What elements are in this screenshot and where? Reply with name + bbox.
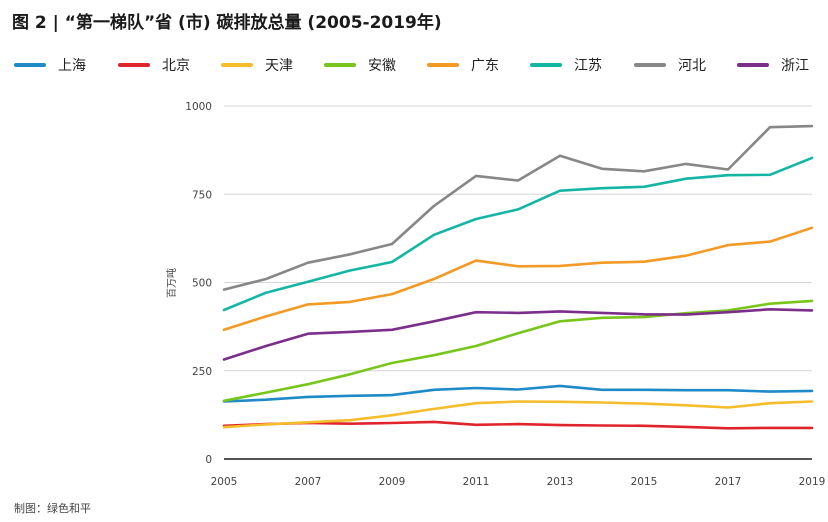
legend-item-beijing: 北京 [118,54,190,76]
x-tick-label: 2011 [463,476,490,488]
series-line [222,156,814,312]
y-tick-label: 500 [192,278,212,290]
chart-title: 图 2 | “第一梯队”省 (市) 碳排放总量 (2005-2019年) [12,13,442,33]
legend-label: 江苏 [574,58,602,74]
legend-item-tianjin: 天津 [221,54,293,76]
y-tick-label: 1000 [185,101,212,113]
legend-label: 北京 [162,58,190,74]
legend-item-anhui: 安徽 [324,54,396,76]
footer-credit: 制图：绿色和平 [14,502,91,515]
series-line [222,299,814,403]
legend-label: 浙江 [781,58,809,74]
y-axis-label: 百万吨 [165,268,178,298]
x-tick-label: 2013 [547,476,574,488]
y-tick-label: 0 [205,454,212,466]
legend-swatch [324,63,356,67]
x-tick-label: 2009 [379,476,406,488]
series-line [222,124,814,291]
legend-item-zhejiang: 浙江 [737,54,809,76]
x-tick-label: 2019 [799,476,826,488]
x-tick-label: 2007 [295,476,322,488]
legend-item-shanghai: 上海 [14,54,86,76]
x-tick-label: 2005 [211,476,238,488]
x-tick-label: 2017 [715,476,742,488]
legend-label: 河北 [678,58,706,74]
legend-swatch [737,63,769,67]
legend-swatch [634,63,666,67]
legend-swatch [221,63,253,67]
series-line [222,400,814,429]
legend-swatch [427,63,459,67]
series-line [222,384,814,403]
legend-label: 天津 [265,58,293,74]
legend-label: 上海 [58,58,86,74]
gridlines [224,105,812,372]
y-tick-label: 750 [192,189,212,201]
legend-swatch [530,63,562,67]
x-tick-label: 2015 [631,476,658,488]
legend-item-guangdong: 广东 [427,54,499,76]
legend-item-jiangsu: 江苏 [530,54,602,76]
axes: 0 250 500 750 1000 2005 2007 2009 2011 2013 2015 20… [185,101,825,488]
legend-label: 安徽 [368,58,396,74]
series-line [222,226,814,332]
y-tick-label: 250 [192,366,212,378]
series-lines [222,124,814,430]
series-line [222,420,814,430]
series-line [222,307,814,361]
legend-swatch [14,63,46,67]
legend-label: 广东 [471,58,499,74]
legend: 上海 北京 天津 安徽 广东 江苏 河北 浙江 [14,54,819,76]
legend-swatch [118,63,150,67]
legend-item-hebei: 河北 [634,54,706,76]
